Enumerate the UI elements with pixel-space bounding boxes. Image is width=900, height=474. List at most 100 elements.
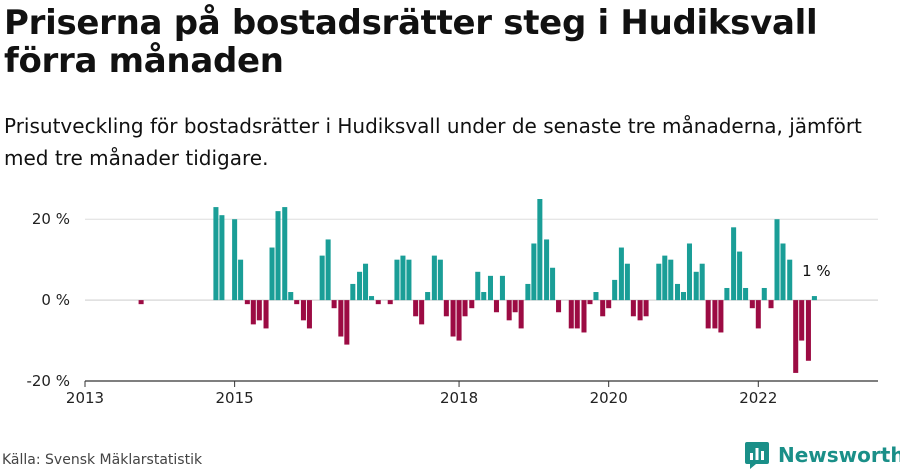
- bar: [288, 292, 294, 301]
- bar: [755, 300, 761, 329]
- bar: [799, 300, 805, 341]
- bar: [338, 300, 344, 337]
- bar: [643, 300, 649, 317]
- bar: [600, 300, 606, 317]
- bar: [537, 199, 543, 301]
- bar: [419, 300, 425, 325]
- bar: [674, 283, 681, 301]
- bar: [581, 300, 587, 333]
- bar: [469, 300, 475, 309]
- bars: [138, 199, 817, 373]
- bar: [300, 300, 306, 321]
- y-axis-labels: 20 % 0 % -20 %: [26, 210, 70, 390]
- bar: [587, 300, 593, 305]
- bar: [693, 271, 699, 301]
- bar: [213, 207, 219, 301]
- bar: [774, 219, 780, 301]
- bar: [325, 239, 331, 301]
- bar: [294, 300, 300, 305]
- bar: [425, 292, 431, 301]
- bar: [244, 300, 250, 305]
- bar: [556, 300, 562, 313]
- x-tick-label: 2013: [66, 389, 104, 407]
- bar: [780, 243, 786, 301]
- bar: [219, 215, 225, 301]
- bar: [238, 259, 244, 301]
- bar: [350, 283, 356, 301]
- x-tick-label: 2015: [216, 389, 254, 407]
- bar: [413, 300, 419, 317]
- bar: [357, 271, 363, 301]
- bar: [387, 300, 393, 305]
- bar: [630, 300, 636, 317]
- bar: [618, 247, 624, 301]
- bar: [506, 300, 512, 321]
- bar: [306, 300, 312, 329]
- bar: [593, 292, 599, 301]
- y-tick-label: -20 %: [26, 372, 70, 390]
- bar: [612, 279, 618, 301]
- bar: [637, 300, 643, 321]
- bar: [749, 300, 755, 309]
- bar: [369, 296, 375, 301]
- bar-chart-logo-icon: [745, 442, 769, 469]
- bar: [275, 211, 281, 301]
- bar: [250, 300, 256, 325]
- bar: [544, 239, 550, 301]
- bar: [475, 271, 481, 301]
- bar: [743, 287, 749, 301]
- bar: [662, 255, 668, 301]
- bar: [363, 263, 369, 301]
- bar: [344, 300, 350, 345]
- x-tick-label: 2022: [739, 389, 777, 407]
- bar: [724, 287, 730, 301]
- bar: [699, 263, 705, 301]
- annotation: 1 %: [802, 262, 831, 280]
- bar: [712, 300, 718, 329]
- bar: [400, 255, 406, 301]
- bar: [737, 251, 743, 301]
- bar: [606, 300, 612, 309]
- bar: [805, 300, 811, 361]
- bar: [138, 300, 144, 305]
- bar: [462, 300, 468, 317]
- x-axis: 2013 2015 2018 2020 2022: [66, 380, 878, 407]
- last-value-label: 1 %: [802, 262, 831, 280]
- bar: [331, 300, 337, 309]
- bar-chart: 20 % 0 % -20 % 2013 2015 2018 2020 2022 1 %: [26, 199, 878, 407]
- bar: [811, 296, 817, 301]
- bar: [269, 247, 275, 301]
- bar: [319, 255, 325, 301]
- bar: [680, 292, 687, 301]
- bar: [406, 259, 412, 301]
- bar: [431, 255, 437, 301]
- bar: [574, 300, 580, 329]
- bar: [761, 287, 767, 301]
- bar: [686, 243, 692, 301]
- bar: [256, 300, 262, 321]
- bar: [487, 275, 493, 301]
- bar: [456, 300, 462, 341]
- bar: [437, 259, 443, 301]
- bar: [375, 300, 381, 305]
- bar: [493, 300, 499, 313]
- bar: [656, 263, 662, 301]
- bar: [568, 300, 574, 329]
- brand-logo: Newsworthy: [744, 440, 900, 470]
- bar: [232, 219, 238, 301]
- bar: [705, 300, 711, 329]
- bar: [550, 267, 556, 301]
- bar: [668, 259, 674, 301]
- bar: [518, 300, 524, 329]
- bar: [481, 292, 487, 301]
- bar: [731, 227, 737, 301]
- y-tick-label: 0 %: [41, 291, 70, 309]
- bar: [512, 300, 518, 313]
- bar: [525, 283, 531, 301]
- x-tick-label: 2020: [590, 389, 628, 407]
- bar: [793, 300, 799, 373]
- bar: [787, 259, 793, 301]
- bar: [624, 263, 630, 301]
- y-tick-label: 20 %: [32, 210, 70, 228]
- bar: [531, 243, 537, 301]
